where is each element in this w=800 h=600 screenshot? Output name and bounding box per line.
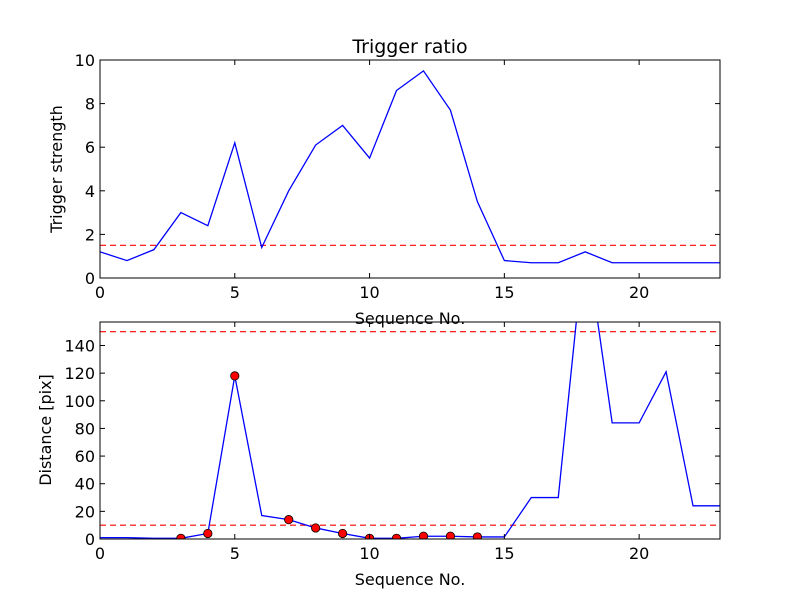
bottom-x-tick-label: 10 bbox=[359, 544, 379, 563]
top-series-line-0 bbox=[100, 69, 720, 264]
top-axes-frame bbox=[99, 59, 721, 279]
bottom-y-tick-label: 60 bbox=[75, 447, 95, 466]
top-y-tick-label: 2 bbox=[85, 225, 95, 244]
bottom-y-tick-label: 140 bbox=[64, 336, 95, 355]
bottom-data-point bbox=[176, 533, 186, 539]
top-x-tick-label: 0 bbox=[95, 283, 105, 302]
bottom-data-point bbox=[338, 528, 348, 539]
bottom-panel: Distance [pix] Sequence No. 0 5 10 15 20 0 20 4… bbox=[36, 321, 721, 589]
top-y-tick-label: 0 bbox=[85, 269, 95, 288]
bottom-data-point bbox=[472, 532, 482, 539]
top-y-tick-label: 10 bbox=[75, 51, 95, 70]
top-y-axis-label: Trigger strength bbox=[47, 105, 66, 234]
bottom-data-point bbox=[311, 523, 321, 533]
bottom-data-point bbox=[230, 371, 240, 381]
top-x-tick-label: 5 bbox=[230, 283, 240, 302]
top-y-tick-label: 6 bbox=[85, 138, 95, 157]
bottom-y-tick-label: 40 bbox=[75, 475, 95, 494]
bottom-data-point bbox=[203, 528, 213, 539]
bottom-x-tick-label: 20 bbox=[629, 544, 649, 563]
bottom-data-point bbox=[445, 531, 456, 539]
bottom-data-point bbox=[391, 533, 402, 539]
bottom-axes-frame bbox=[99, 321, 721, 540]
bottom-y-axis-label: Distance [pix] bbox=[36, 374, 55, 486]
top-chart-title: Trigger ratio bbox=[351, 36, 467, 58]
top-x-tick-label: 20 bbox=[629, 283, 649, 302]
top-x-tick-label: 15 bbox=[494, 283, 514, 302]
top-plot-area: 0 5 10 15 20 0 2 4 6 8 10 bbox=[75, 51, 721, 302]
top-y-tick-label: 4 bbox=[85, 182, 95, 201]
bottom-y-tick-label: 100 bbox=[64, 392, 95, 411]
bottom-y-tick-label: 120 bbox=[64, 364, 95, 383]
top-y-tick-label: 8 bbox=[85, 95, 95, 114]
bottom-y-tick-label: 0 bbox=[85, 530, 95, 549]
bottom-x-tick-label: 0 bbox=[95, 544, 105, 563]
top-x-axis-label: Sequence No. bbox=[355, 309, 466, 328]
top-data-layer bbox=[100, 69, 720, 264]
bottom-plot-area: 0 5 10 15 20 0 20 40 60 80 100 120 140 bbox=[64, 321, 721, 563]
top-x-tick-label: 10 bbox=[359, 283, 379, 302]
bottom-x-tick-label: 15 bbox=[494, 544, 514, 563]
bottom-data-point bbox=[418, 531, 429, 539]
bottom-data-point bbox=[284, 515, 294, 525]
bottom-y-tick-label: 80 bbox=[75, 419, 95, 438]
bottom-y-tick-label: 20 bbox=[75, 502, 95, 521]
bottom-x-tick-label: 5 bbox=[230, 544, 240, 563]
top-panel: Trigger ratio Trigger strength Sequence … bbox=[47, 36, 721, 328]
bottom-data-layer bbox=[100, 322, 720, 539]
bottom-x-axis-label: Sequence No. bbox=[355, 570, 466, 589]
bottom-series-line-0 bbox=[100, 322, 720, 539]
